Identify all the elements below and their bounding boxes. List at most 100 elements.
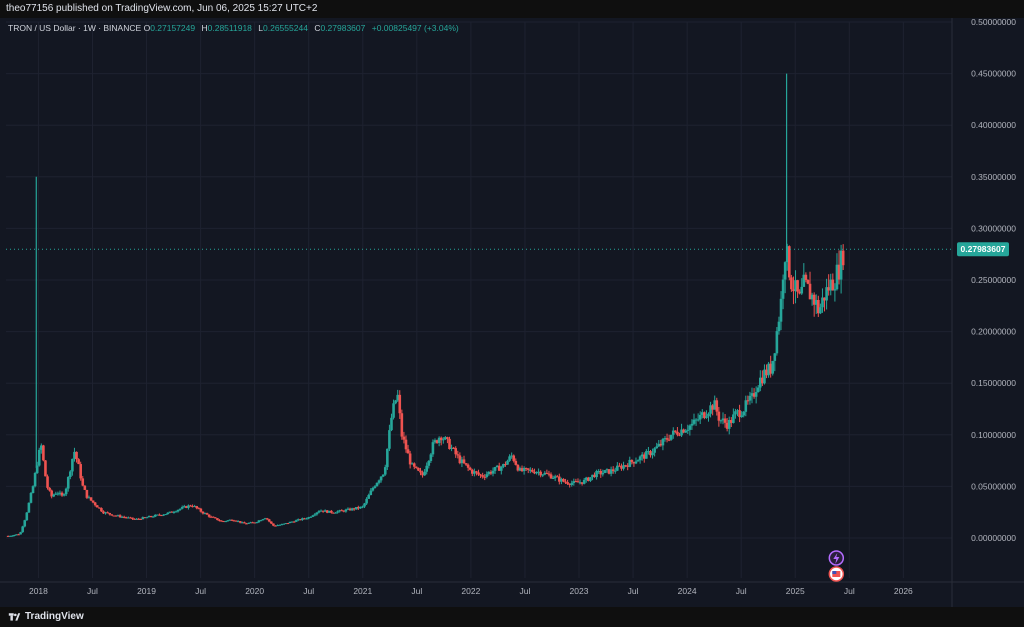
candle-body — [286, 523, 290, 525]
candle-body — [651, 452, 654, 456]
candle-body — [649, 451, 652, 456]
candle — [444, 436, 447, 441]
candle-body — [209, 516, 213, 518]
candle-body — [247, 522, 250, 524]
candle-body — [578, 482, 582, 484]
candle-body — [195, 506, 199, 509]
candle — [369, 488, 373, 496]
ohlc-legend: TRON / US Dollar · 1W · BINANCE O0.27157… — [8, 23, 459, 33]
candle-body — [516, 464, 520, 471]
candle-body — [79, 464, 82, 479]
x-tick-label: 2022 — [461, 586, 480, 596]
candle — [390, 413, 393, 432]
candle — [487, 471, 491, 476]
candle — [340, 509, 344, 512]
candle — [294, 519, 298, 522]
x-tick-label: 2018 — [29, 586, 48, 596]
candle — [636, 459, 640, 462]
candle-body — [66, 476, 70, 489]
candle — [172, 510, 176, 514]
candle-body — [317, 511, 321, 513]
candle — [392, 399, 395, 420]
candle — [48, 487, 51, 492]
candle-body — [377, 480, 381, 483]
candle — [40, 443, 43, 454]
candle — [379, 476, 383, 483]
candle-body — [37, 449, 41, 466]
candle-body — [605, 469, 609, 471]
candle-body — [147, 516, 151, 518]
candle — [421, 470, 424, 478]
candle-body — [421, 472, 424, 476]
candle — [375, 482, 379, 487]
candle — [516, 464, 520, 472]
candle-body — [257, 520, 261, 523]
candle — [122, 515, 126, 519]
candle — [562, 478, 565, 483]
candle — [143, 517, 147, 519]
candle — [383, 464, 387, 476]
candle — [717, 407, 721, 427]
candle-body — [11, 535, 14, 537]
candle — [311, 514, 315, 518]
candle-body — [284, 523, 288, 525]
symbol-label[interactable]: TRON / US Dollar · 1W · BINANCE — [8, 23, 142, 33]
candle — [696, 413, 700, 422]
candle — [653, 447, 656, 457]
candle — [705, 410, 708, 419]
candle-body — [512, 455, 516, 461]
candle — [381, 474, 385, 478]
candle — [124, 516, 128, 519]
candle-body — [369, 490, 373, 496]
candle — [645, 449, 648, 459]
candle — [174, 510, 178, 513]
candle — [278, 524, 281, 526]
candle-body — [361, 506, 364, 508]
candle — [649, 449, 652, 458]
candle-body — [779, 298, 783, 322]
candle-body — [296, 519, 300, 521]
change-value: +0.00825497 (+3.04%) — [371, 23, 459, 33]
candle — [412, 462, 416, 470]
candle-body — [497, 465, 501, 471]
candle — [54, 491, 58, 496]
candle-body — [110, 514, 114, 516]
candle-body — [238, 521, 242, 523]
candle — [566, 479, 569, 486]
candle-body — [89, 497, 93, 501]
candle — [611, 466, 615, 474]
candle-body — [433, 440, 437, 443]
x-tick-label: Jul — [303, 586, 314, 596]
candle-body — [319, 510, 323, 512]
candle-body — [375, 482, 379, 487]
candle-body — [174, 511, 178, 513]
candle-body — [688, 425, 692, 430]
candle-body — [593, 474, 596, 478]
candle-body — [156, 514, 159, 516]
candle-body — [131, 517, 134, 519]
candle-body — [245, 523, 248, 525]
candle-body — [56, 493, 60, 495]
tradingview-logo[interactable]: TradingView — [8, 609, 84, 625]
candle — [808, 271, 812, 300]
candle-body — [58, 492, 62, 494]
candle — [570, 480, 574, 487]
candle-body — [477, 472, 480, 475]
candle-body — [493, 467, 497, 471]
candle-body — [429, 454, 433, 461]
candle — [46, 474, 49, 490]
chart-area[interactable]: 0.00000000 0.05000000 0.10000000 0.15000000… — [0, 17, 1024, 607]
candle — [578, 479, 582, 485]
candle-body — [626, 465, 629, 467]
candle — [249, 521, 252, 524]
price-chart[interactable]: 0.00000000 0.05000000 0.10000000 0.15000000… — [0, 17, 1024, 607]
candle — [158, 513, 161, 516]
candle-body — [698, 414, 702, 420]
candle — [545, 469, 549, 474]
candle-body — [680, 429, 683, 436]
candle-body — [104, 512, 107, 514]
candle — [551, 475, 555, 479]
candle — [790, 274, 793, 292]
candle — [222, 520, 225, 523]
candle — [609, 466, 613, 477]
